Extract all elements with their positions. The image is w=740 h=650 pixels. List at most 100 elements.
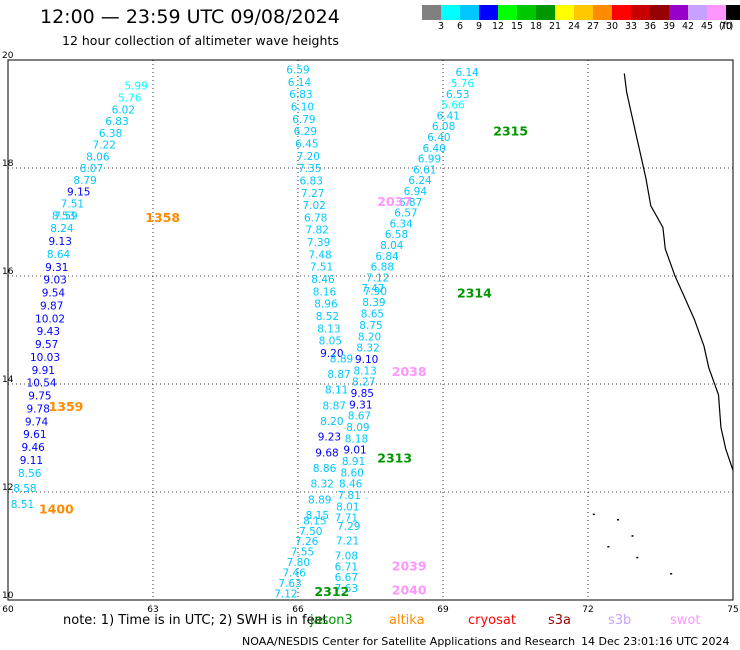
legend-label: 42 <box>681 21 695 32</box>
wave-height-label: 8.20 <box>358 331 381 343</box>
wave-height-label: 9.20 <box>320 348 343 360</box>
island <box>592 513 595 516</box>
legend-swatch <box>498 5 517 20</box>
pass-id-label: 2315 <box>493 124 528 139</box>
wave-height-label: 6.29 <box>294 126 317 138</box>
wave-height-label: 9.01 <box>343 445 366 457</box>
wave-height-label: 8.20 <box>320 416 343 428</box>
wave-height-label: 8.13 <box>353 365 376 377</box>
wave-height-label: 7.22 <box>93 140 116 152</box>
wave-height-label: 9.87 <box>40 300 63 312</box>
y-tick-label: 20 <box>2 51 14 61</box>
legend-label: 3 <box>437 21 445 32</box>
wave-height-label: 8.13 <box>317 323 340 335</box>
wave-height-label: 7.55 <box>291 547 314 559</box>
wave-height-label: 8.87 <box>327 369 350 381</box>
pass-id-label: 2312 <box>314 584 349 599</box>
legend-label: 9 <box>475 21 483 32</box>
wave-height-label: 8.58 <box>13 483 36 495</box>
map-frame <box>7 59 734 601</box>
mission-s3a: s3a <box>548 613 572 628</box>
mission-cryosat: cryosat <box>468 613 516 628</box>
wave-height-label: 6.02 <box>112 104 135 116</box>
wave-height-label: 8.16 <box>313 286 337 298</box>
wave-height-label: 8.39 <box>362 297 385 309</box>
coastline <box>592 73 734 575</box>
wave-height-label: 6.61 <box>413 164 436 176</box>
wave-height-label: 8.91 <box>342 456 365 468</box>
legend-swatch <box>460 5 479 20</box>
wave-height-label: 8.60 <box>340 467 363 479</box>
wave-height-label: 6.24 <box>408 175 432 187</box>
x-tick-label: 72 <box>582 605 593 615</box>
wave-height-label: 7.02 <box>302 200 325 212</box>
pass-id-label: 2037 <box>377 194 412 209</box>
x-tick-label: 63 <box>147 605 158 615</box>
wave-height-label: 8.67 <box>348 411 371 423</box>
legend-swatch <box>574 5 593 20</box>
wave-height-label: 9.54 <box>42 288 66 300</box>
wave-height-label: 7.81 <box>338 490 361 502</box>
legend-swatch <box>707 5 726 20</box>
wave-height-label: 8.96 <box>314 299 338 311</box>
pass-id-label: 2314 <box>457 286 492 301</box>
wave-height-label: 7.35 <box>298 163 321 175</box>
wave-height-label: 7.46 <box>283 567 307 579</box>
wave-height-label: 6.41 <box>437 110 460 122</box>
y-tick-label: 14 <box>2 375 14 385</box>
wave-height-label: 7.82 <box>305 225 328 237</box>
legend-label: 33 <box>624 21 638 32</box>
wave-height-label: 9.31 <box>349 399 372 411</box>
island <box>631 535 634 537</box>
pass-id-label: 1400 <box>39 502 74 517</box>
wave-height-label: 8.01 <box>336 501 359 513</box>
legend-swatch <box>688 5 707 20</box>
wave-height-label: 9.61 <box>23 429 46 441</box>
wave-height-label: 7.80 <box>287 557 310 569</box>
pass-id-label: 2040 <box>392 583 427 598</box>
wave-height-label: 7.26 <box>295 536 319 548</box>
legend-swatch <box>593 5 612 20</box>
y-tick-label: 18 <box>2 159 14 169</box>
wave-height-label: 9.23 <box>318 432 341 444</box>
legend-swatch <box>479 5 498 20</box>
legend-swatch <box>555 5 574 20</box>
map-title: 12:00 — 23:59 UTC 09/08/2024 <box>40 6 340 28</box>
island <box>670 573 673 575</box>
mission-swot: swot <box>670 613 701 628</box>
y-tick-label: 12 <box>2 483 13 493</box>
wave-height-label: 10.03 <box>30 352 60 364</box>
pass-id-label: 2038 <box>392 364 427 379</box>
wave-height-label: 6.78 <box>304 212 327 224</box>
footer-credit: NOAA/NESDIS Center for Satellite Applica… <box>242 635 576 648</box>
wave-height-label: 6.71 <box>335 561 358 573</box>
legend-label: 21 <box>548 21 562 32</box>
legend-label: 70 <box>719 21 733 32</box>
wave-height-label: 9.03 <box>43 275 66 287</box>
wave-height-label: 6.83 <box>105 116 128 128</box>
wave-height-label: 7.21 <box>336 536 359 548</box>
wave-height-label: 8.86 <box>313 463 337 475</box>
wave-height-label: 5.99 <box>124 81 147 93</box>
wave-height-label: 9.31 <box>45 262 68 274</box>
wave-height-label: 8.46 <box>311 274 335 286</box>
wave-height-label: 6.45 <box>295 138 318 150</box>
wave-height-label: 7.20 <box>297 151 320 163</box>
color-legend <box>422 5 740 20</box>
wave-height-label: 7.39 <box>307 237 330 249</box>
axis-ticks: 60 63 66 69 72 75 10 12 14 16 18 20 <box>2 51 739 615</box>
mission-altika: altika <box>389 613 425 628</box>
wave-height-label: 7.51 <box>61 199 84 211</box>
wave-height-label: 9.13 <box>49 236 72 248</box>
wave-height-label: 9.57 <box>35 339 58 351</box>
pass-id-label: 1358 <box>145 210 180 225</box>
wave-height-label: 6.57 <box>394 208 417 220</box>
wave-height-label: 6.34 <box>389 218 413 230</box>
wave-height-label: 8.09 <box>346 422 369 434</box>
wave-height-label: 9.11 <box>20 455 43 467</box>
wave-height-label: 8.46 <box>339 479 363 491</box>
legend-swatch <box>669 5 688 20</box>
island <box>607 546 610 548</box>
pass-id-label: 2039 <box>392 558 427 573</box>
x-tick-label: 75 <box>727 605 738 615</box>
